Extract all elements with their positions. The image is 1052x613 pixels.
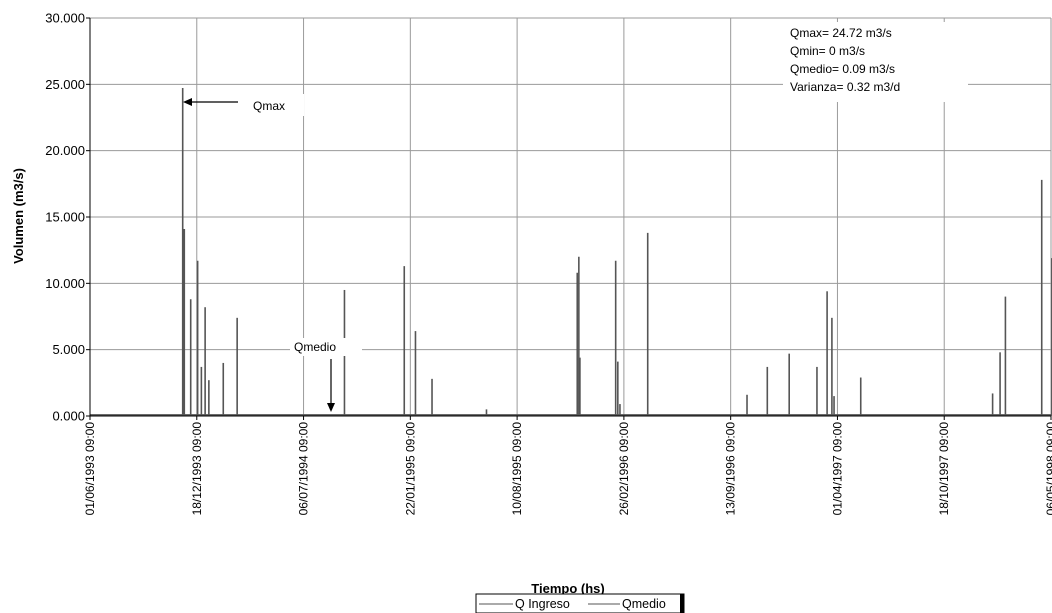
x-tick-label: 01/06/1993 09:00 bbox=[83, 422, 97, 516]
qmax-label-background bbox=[248, 94, 304, 116]
y-axis-ticks: 0.000 5.000 10.000 15.000 20.000 25.000 30.000 bbox=[45, 11, 90, 424]
stat-qmin: Qmin= 0 m3/s bbox=[790, 44, 865, 58]
annotation-qmax-label: Qmax bbox=[253, 99, 285, 113]
y-axis-title: Volumen (m3/s) bbox=[11, 168, 26, 264]
y-tick-label: 20.000 bbox=[45, 143, 85, 158]
legend: Q Ingreso Qmedio bbox=[475, 593, 685, 613]
legend-shadow bbox=[680, 594, 684, 613]
y-tick-label: 25.000 bbox=[45, 77, 85, 92]
y-tick-label: 30.000 bbox=[45, 11, 85, 26]
annotation-qmax-arrow-head bbox=[183, 98, 192, 106]
annotation-qmedio-label: Qmedio bbox=[294, 340, 336, 354]
y-tick-label: 15.000 bbox=[45, 210, 85, 225]
x-tick-label: 06/05/1998 09:00 bbox=[1044, 422, 1052, 516]
x-tick-label: 18/12/1993 09:00 bbox=[190, 422, 204, 516]
x-tick-label: 13/09/1996 09:00 bbox=[724, 422, 738, 516]
x-axis-title: Tiempo (hs) bbox=[531, 581, 604, 596]
x-tick-label: 01/04/1997 09:00 bbox=[830, 422, 844, 516]
x-tick-label: 10/08/1995 09:00 bbox=[510, 422, 524, 516]
y-tick-label: 10.000 bbox=[45, 276, 85, 291]
qmedio-label-background bbox=[290, 338, 362, 356]
x-tick-label: 26/02/1996 09:00 bbox=[617, 422, 631, 516]
stat-varianza: Varianza= 0.32 m3/d bbox=[790, 80, 900, 94]
x-tick-label: 06/07/1994 09:00 bbox=[297, 422, 311, 516]
legend-label-q-ingreso: Q Ingreso bbox=[515, 597, 570, 611]
stat-qmedio: Qmedio= 0.09 m3/s bbox=[790, 62, 895, 76]
stats-box-background bbox=[783, 22, 968, 102]
series-q-ingreso bbox=[181, 88, 1052, 416]
stat-qmax: Qmax= 24.72 m3/s bbox=[790, 26, 892, 40]
x-axis-ticks: 01/06/1993 09:00 18/12/1993 09:00 06/07/19… bbox=[83, 416, 1052, 515]
x-tick-label: 22/01/1995 09:00 bbox=[403, 422, 417, 516]
legend-label-qmedio: Qmedio bbox=[622, 597, 666, 611]
y-tick-label: 0.000 bbox=[52, 409, 85, 424]
annotation-qmedio-arrow-head bbox=[327, 403, 335, 412]
y-tick-label: 5.000 bbox=[52, 342, 85, 357]
x-tick-label: 18/10/1997 09:00 bbox=[937, 422, 951, 516]
grid bbox=[90, 17, 1052, 416]
